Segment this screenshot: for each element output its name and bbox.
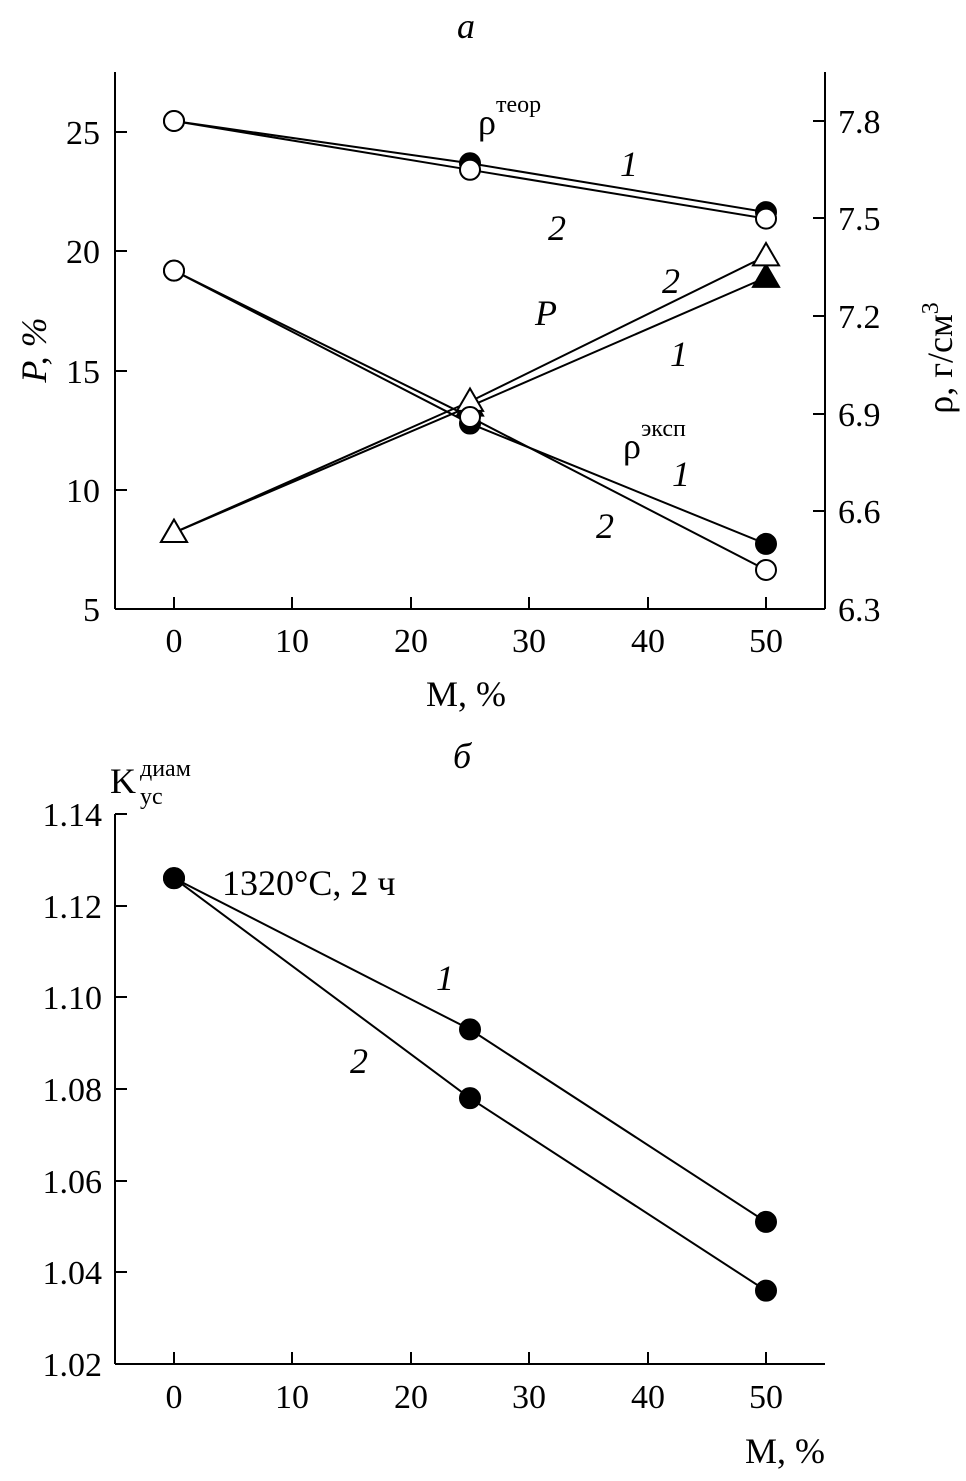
panel-b-xtick-label: 10 xyxy=(275,1379,309,1416)
panel-b-y-axis-label-base: K xyxy=(110,761,136,801)
P-2-point xyxy=(751,241,781,267)
panel-a-xtick-label: 0 xyxy=(166,623,183,660)
panel-a-ytick-right-label: 6.9 xyxy=(838,397,881,434)
rho-exp-1-point xyxy=(755,532,777,555)
rho-teor-2-point xyxy=(163,110,185,132)
panel-a-right-ticks: 6.3 6.6 6.9 7.2 7.5 7.8 xyxy=(813,104,881,629)
rho-exp-2-point xyxy=(755,558,777,581)
panel-a-ytick-right-label: 6.3 xyxy=(838,592,881,629)
panel-b-x-axis-label: М, % xyxy=(745,1431,825,1471)
rho-teor-curve-label-2: 2 xyxy=(548,208,566,248)
panel-a-xtick-label: 20 xyxy=(394,623,428,660)
panel-b-ytick-label: 1.12 xyxy=(43,889,103,926)
rho-exp-label-sup: эксп xyxy=(641,416,686,442)
panel-b-markers xyxy=(163,867,777,1302)
rho-exp-curve-label-1: 1 xyxy=(672,454,690,494)
rho-teor-label: ρтеор xyxy=(478,92,541,142)
panel-a-xtick-label: 30 xyxy=(512,623,546,660)
panel-a-right-axis-label-sup: 3 xyxy=(918,302,944,314)
p-label: P xyxy=(534,293,557,333)
panel-a-ytick-left-label: 5 xyxy=(83,592,100,629)
rho-teor-label-sup: теор xyxy=(496,92,541,118)
rho-teor-2-point xyxy=(459,158,481,181)
panel-a-markers xyxy=(159,110,781,581)
panel-a-xtick-label: 50 xyxy=(749,623,783,660)
K-2-point xyxy=(163,867,185,890)
panel-a-label: а xyxy=(457,6,475,46)
panel-a-right-axis-label: ρ, г/см3 xyxy=(918,302,960,414)
panel-b-xtick-label: 0 xyxy=(166,1379,183,1416)
rho-exp-2-point xyxy=(459,406,481,429)
panel-a: а 0 10 20 30 40 50 5 10 xyxy=(14,6,960,714)
panel-a-x-axis-label: М, % xyxy=(426,674,506,714)
rho-teor-label-base: ρ xyxy=(478,102,496,142)
panel-a-left-axis-label: P, % xyxy=(14,317,54,383)
panel-a-ytick-right-label: 7.5 xyxy=(838,201,881,238)
panel-a-ytick-left-label: 10 xyxy=(66,473,100,510)
P-1-point xyxy=(751,262,781,288)
k-2-line xyxy=(173,877,767,1292)
panel-b-lines xyxy=(173,877,767,1292)
panel-a-x-ticks: 0 10 20 30 40 50 xyxy=(166,597,783,660)
panel-a-ytick-right-label: 6.6 xyxy=(838,494,881,531)
panel-a-ytick-left-label: 20 xyxy=(66,234,100,271)
panel-b-ytick-label: 1.02 xyxy=(43,1347,103,1384)
k-curve-label-1: 1 xyxy=(436,958,454,998)
panel-b-ytick-label: 1.04 xyxy=(43,1255,103,1292)
panel-b-ytick-label: 1.14 xyxy=(43,797,103,834)
panel-a-ytick-left-label: 15 xyxy=(66,354,100,391)
K-2-point xyxy=(755,1279,777,1302)
panel-a-right-axis-label-base: ρ, г/см xyxy=(920,314,960,414)
p-curve-label-1: 1 xyxy=(670,334,688,374)
panel-b-x-ticks: 0 10 20 30 40 50 xyxy=(166,1352,783,1416)
rho-exp-label-base: ρ xyxy=(623,426,641,466)
panel-b-y-axis-label-sub: ус xyxy=(140,784,163,810)
panel-b-ytick-label: 1.08 xyxy=(43,1072,103,1109)
panel-a-ytick-right-label: 7.8 xyxy=(838,104,881,141)
panel-b-ytick-label: 1.06 xyxy=(43,1164,103,1201)
p-curve-label-2: 2 xyxy=(662,261,680,301)
rho-teor-2-point xyxy=(755,207,777,230)
rho-exp-2-point xyxy=(163,259,185,282)
panel-b-xtick-label: 20 xyxy=(394,1379,428,1416)
panel-a-left-ticks: 5 10 15 20 25 xyxy=(66,115,127,629)
panel-b-xtick-label: 50 xyxy=(749,1379,783,1416)
panel-a-xtick-label: 40 xyxy=(631,623,665,660)
P-2-point xyxy=(159,517,189,544)
panel-a-ytick-right-label: 7.2 xyxy=(838,299,881,336)
panel-a-ytick-left-label: 25 xyxy=(66,115,100,152)
k-1-line xyxy=(173,877,767,1223)
rho-exp-curve-label-2: 2 xyxy=(596,506,614,546)
panel-b-y-ticks: 1.02 1.04 1.06 1.08 1.10 1.12 1.14 xyxy=(43,797,127,1384)
panel-a-xtick-label: 10 xyxy=(275,623,309,660)
panel-b-label: б xyxy=(453,736,473,776)
panel-b-xtick-label: 30 xyxy=(512,1379,546,1416)
K-1-point xyxy=(459,1018,481,1041)
panel-b-y-axis-label-sup: диам xyxy=(140,756,191,782)
panel-b-ytick-label: 1.10 xyxy=(43,980,103,1017)
rho-exp-label: ρэксп xyxy=(623,416,686,466)
k-curve-label-2: 2 xyxy=(350,1041,368,1081)
K-2-point xyxy=(459,1087,481,1110)
condition-label: 1320°C, 2 ч xyxy=(222,863,396,903)
rho-teor-curve-label-1: 1 xyxy=(620,144,638,184)
K-1-point xyxy=(755,1210,777,1233)
panel-b-xtick-label: 40 xyxy=(631,1379,665,1416)
